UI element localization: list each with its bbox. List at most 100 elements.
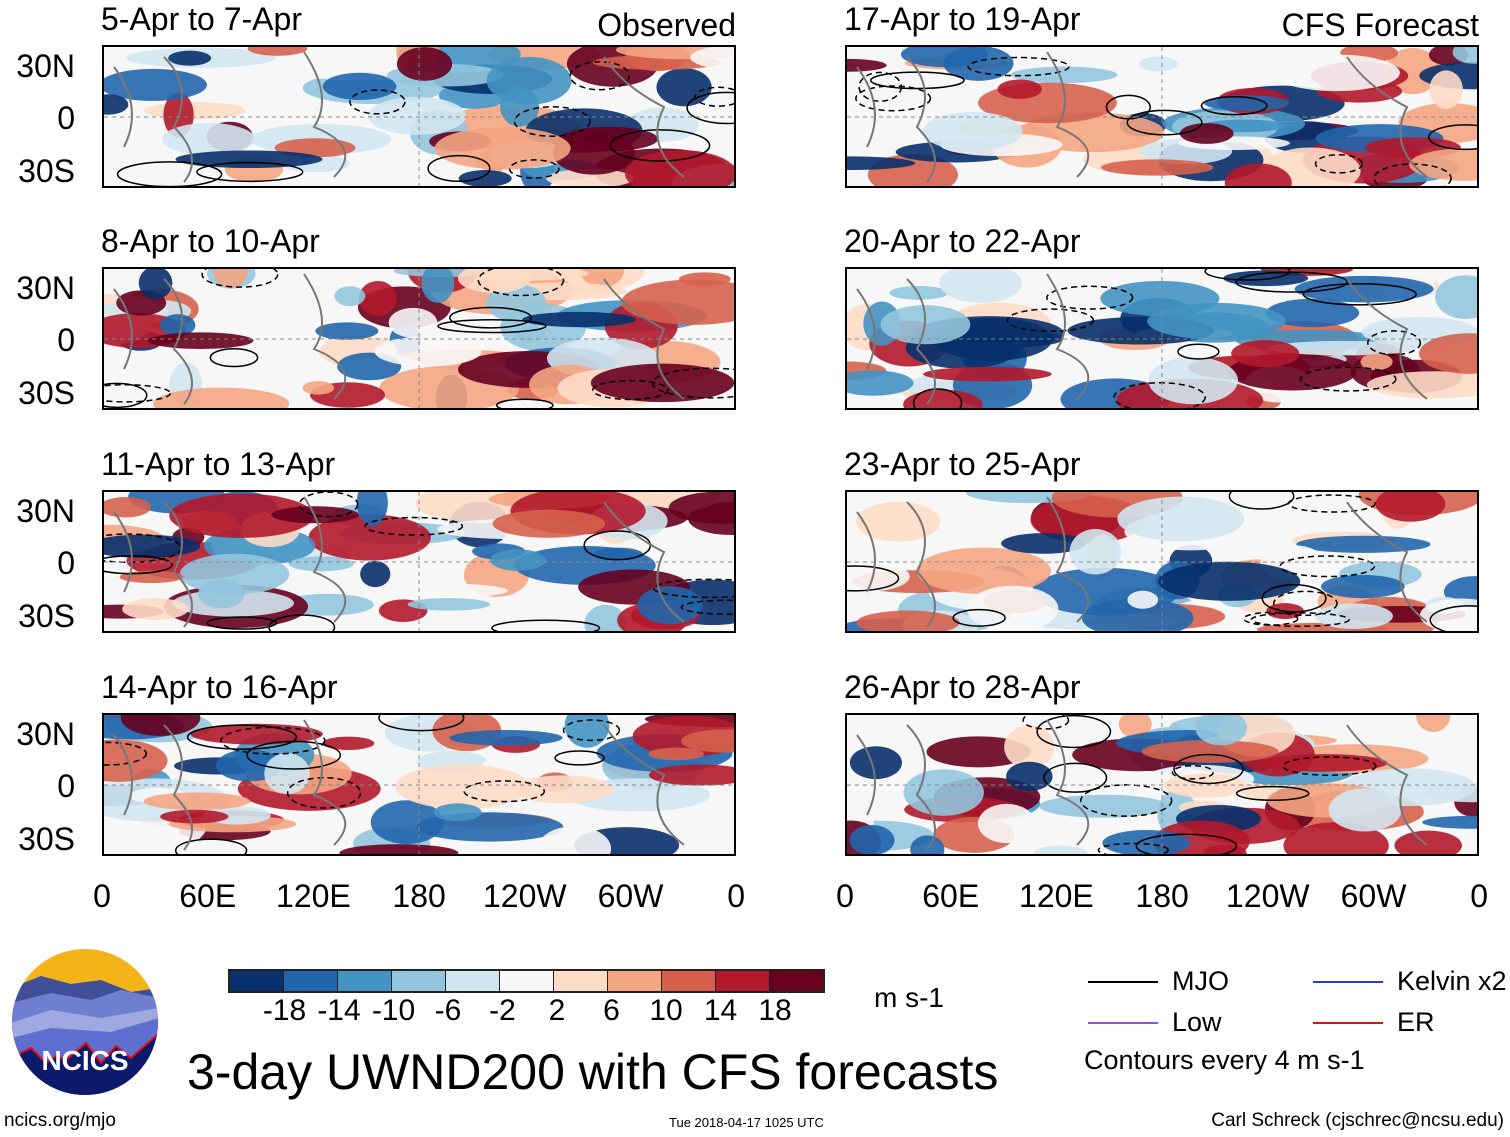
mjo-contour xyxy=(1173,753,1244,785)
wind-anomaly-blob xyxy=(903,389,983,408)
wind-anomaly-blob xyxy=(434,127,571,170)
wind-anomaly-blob xyxy=(1039,794,1169,818)
mjo-contour xyxy=(858,71,903,102)
colorbar-swatch xyxy=(662,971,716,991)
legend-label: ER xyxy=(1397,1007,1435,1037)
ncics-logo: NCICS xyxy=(11,948,159,1101)
wind-anomaly-blob xyxy=(160,809,229,824)
mjo-contour xyxy=(1080,784,1173,817)
legend-label: MJO xyxy=(1172,966,1229,996)
mjo-contour xyxy=(449,306,532,329)
wind-anomaly-blob xyxy=(264,753,310,795)
wind-anomaly-blob xyxy=(903,769,984,816)
mjo-contour xyxy=(1204,269,1291,281)
mjo-contour xyxy=(1126,109,1203,136)
wind-anomaly-blob xyxy=(492,509,606,538)
panel-title: 20-Apr to 22-Apr xyxy=(844,223,1081,259)
wind-anomaly-blob xyxy=(1127,590,1159,609)
wind-anomaly-blob xyxy=(966,585,1059,631)
map-panel xyxy=(845,45,1479,188)
footer-author: Carl Schreck (cjschrec@ncsu.edu) xyxy=(1211,1110,1504,1131)
mjo-contour xyxy=(1243,611,1299,626)
panel-title: 11-Apr to 13-Apr xyxy=(101,446,336,482)
lon-tick-label: 60W xyxy=(597,878,664,914)
wind-anomaly-blob xyxy=(396,47,453,81)
colorbar-swatch xyxy=(284,971,338,991)
wind-anomaly-blob xyxy=(1328,788,1402,832)
wind-anomaly-blob xyxy=(681,729,734,753)
wind-anomaly-blob xyxy=(1147,302,1286,340)
wind-anomaly-blob xyxy=(1452,47,1477,64)
wind-anomaly-blob xyxy=(977,803,1036,844)
colorbar-label: 18 xyxy=(758,994,792,1027)
wind-anomaly-blob xyxy=(847,58,887,72)
mjo-contour xyxy=(437,319,547,334)
wind-anomaly-blob xyxy=(648,764,734,786)
wind-anomaly-blob xyxy=(1407,518,1477,534)
wind-anomaly-blob xyxy=(1366,371,1477,399)
legend-line-mjo xyxy=(1088,981,1158,983)
lon-tick-label: 60W xyxy=(1340,878,1407,914)
mjo-contour xyxy=(869,71,965,90)
wind-anomaly-blob xyxy=(384,583,508,598)
footer-timestamp: Tue 2018-04-17 1025 UTC xyxy=(669,1115,824,1130)
mjo-contour xyxy=(463,780,546,803)
mjo-contour xyxy=(1177,343,1220,360)
mjo-contour xyxy=(1006,308,1095,333)
wind-anomaly-blob xyxy=(849,746,902,780)
wind-anomaly-blob xyxy=(1148,356,1239,405)
lat-tick-label: 30S xyxy=(18,375,75,411)
mjo-contour xyxy=(1113,382,1206,408)
footer-url[interactable]: ncics.org/mjo xyxy=(4,1110,116,1131)
mjo-contour xyxy=(1287,494,1376,513)
wind-anomaly-blob xyxy=(1296,535,1431,553)
wind-anomaly-blob xyxy=(1224,163,1292,186)
colorbar-label: -14 xyxy=(317,994,361,1027)
lat-tick-label: 0 xyxy=(57,545,75,581)
mjo-contour xyxy=(104,741,148,766)
colorbar-swatch xyxy=(338,971,392,991)
wind-anomaly-blob xyxy=(449,729,563,746)
wind-anomaly-blob xyxy=(1265,298,1360,328)
mjo-contour xyxy=(378,715,465,732)
mjo-contour xyxy=(1235,785,1310,801)
wind-anomaly-blob xyxy=(168,50,212,66)
wind-anomaly-blob xyxy=(1409,148,1477,181)
wind-anomaly-blob xyxy=(120,715,201,737)
mjo-contour xyxy=(186,724,298,750)
wind-anomaly-blob xyxy=(1321,574,1405,599)
wind-anomaly-blob xyxy=(923,366,1052,382)
wind-anomaly-blob xyxy=(433,803,482,822)
wind-anomaly-blob xyxy=(1069,529,1122,575)
mjo-contour xyxy=(1367,330,1422,356)
mjo-contour xyxy=(1228,492,1295,510)
colorbar xyxy=(228,969,825,993)
lat-tick-label: 30N xyxy=(16,493,75,529)
wind-anomaly-blob xyxy=(1010,66,1118,84)
lon-tick-label: 60E xyxy=(179,878,237,914)
lat-tick-label: 0 xyxy=(57,768,75,804)
mjo-contour xyxy=(1171,764,1214,780)
wind-anomaly-blob xyxy=(1272,54,1400,92)
lat-tick-label: 30N xyxy=(16,270,75,306)
wind-anomaly-blob xyxy=(421,269,455,303)
mjo-contour xyxy=(1302,283,1417,306)
lon-tick-label: 180 xyxy=(392,878,446,914)
mjo-contour xyxy=(569,61,631,91)
wind-anomaly-blob xyxy=(486,56,572,105)
mjo-contour xyxy=(220,726,326,755)
wind-anomaly-blob xyxy=(213,269,249,289)
mjo-contour xyxy=(477,269,565,297)
wind-anomaly-blob xyxy=(322,72,397,101)
contour-note: Contours every 4 m s-1 xyxy=(1084,1045,1365,1075)
coastlines xyxy=(856,496,1428,628)
wind-anomaly-blob xyxy=(1139,56,1178,72)
colorbar-label: -6 xyxy=(434,994,462,1027)
wind-anomaly-blob xyxy=(1102,830,1191,854)
mjo-contour xyxy=(1036,715,1112,749)
mjo-contour xyxy=(209,347,259,368)
lat-tick-label: 30S xyxy=(18,153,75,189)
mjo-contour xyxy=(116,161,223,186)
lat-tick-label: 30S xyxy=(18,821,75,857)
mjo-contour xyxy=(286,776,362,809)
